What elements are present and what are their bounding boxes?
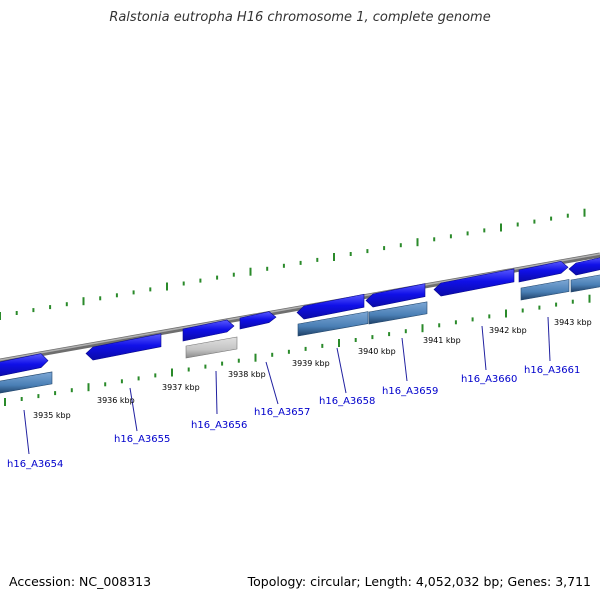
scale-label-kbp: 3943 kbp	[554, 318, 592, 327]
scale-labels: 3935 kbp 3936 kbp 3937 kbp 3938 kbp 3939 kbp…	[33, 318, 592, 420]
gene-arrow-h16_A3657	[182, 319, 235, 342]
gene-box-h16_A3656	[185, 336, 238, 359]
gene-arrow-h16_A3662	[568, 257, 600, 276]
scale-label-kbp: 3938 kbp	[228, 370, 266, 379]
gene-box-reverse	[368, 301, 428, 325]
gene-arrow-h16_A3659	[365, 283, 426, 308]
gene-arrow-h16_A3654	[0, 353, 49, 377]
scale-label-kbp: 3940 kbp	[358, 347, 396, 356]
gene-box-reverse	[520, 279, 570, 301]
gene-label-h16_A3660[interactable]: h16_A3660	[461, 374, 517, 385]
gene-arrow-h16_A3660	[433, 268, 515, 297]
gene-box-reverse	[0, 371, 53, 394]
gene-box-reverse	[297, 311, 369, 337]
tick-track-upper	[0, 208, 586, 320]
gene-label-h16_A3656[interactable]: h16_A3656	[191, 420, 247, 431]
leader-line-h16_A3661	[547, 316, 551, 362]
topology-summary: Topology: circular; Length: 4,052,032 bp…	[247, 574, 591, 589]
gene-label-h16_A3661[interactable]: h16_A3661	[524, 365, 580, 376]
gene-label-h16_A3658[interactable]: h16_A3658	[319, 396, 375, 407]
scale-label-kbp: 3942 kbp	[489, 326, 527, 335]
leader-line-h16_A3658	[336, 347, 347, 394]
map-title: Ralstonia eutropha H16 chromosome 1, com…	[109, 10, 491, 25]
accession-text: Accession: NC_008313	[9, 574, 152, 589]
scale-label-kbp: 3939 kbp	[292, 359, 330, 368]
leader-line-h16_A3654	[23, 409, 30, 455]
gene-label-h16_A3659[interactable]: h16_A3659	[382, 386, 438, 397]
scale-label-kbp: 3935 kbp	[33, 411, 71, 420]
gene-arrow-h16_A3658	[296, 293, 365, 320]
tick-track-lower	[4, 294, 591, 406]
leader-line-h16_A3660	[481, 325, 487, 371]
gene-label-h16_A3654[interactable]: h16_A3654	[7, 459, 63, 470]
gene-label-h16_A3655[interactable]: h16_A3655	[114, 434, 170, 445]
gene-labels: h16_A3654 h16_A3655 h16_A3656 h16_A3657 h16_…	[7, 365, 580, 470]
scale-label-kbp: 3936 kbp	[97, 396, 135, 405]
gene-track	[0, 257, 600, 394]
gene-arrow-h16_A3661	[518, 260, 569, 283]
gene-arrow-h16_A3655	[85, 333, 162, 361]
scale-label-kbp: 3937 kbp	[162, 383, 200, 392]
gene-arrow-h16_A3657b	[239, 311, 277, 330]
leader-line-h16_A3659	[401, 337, 408, 382]
leader-line-h16_A3655	[129, 387, 138, 432]
leader-line-h16_A3656	[215, 370, 218, 415]
gene-box-reverse	[570, 274, 600, 293]
label-leaders	[23, 316, 551, 455]
leader-line-h16_A3657	[265, 361, 279, 405]
gene-label-h16_A3657[interactable]: h16_A3657	[254, 407, 310, 418]
scale-label-kbp: 3941 kbp	[423, 336, 461, 345]
